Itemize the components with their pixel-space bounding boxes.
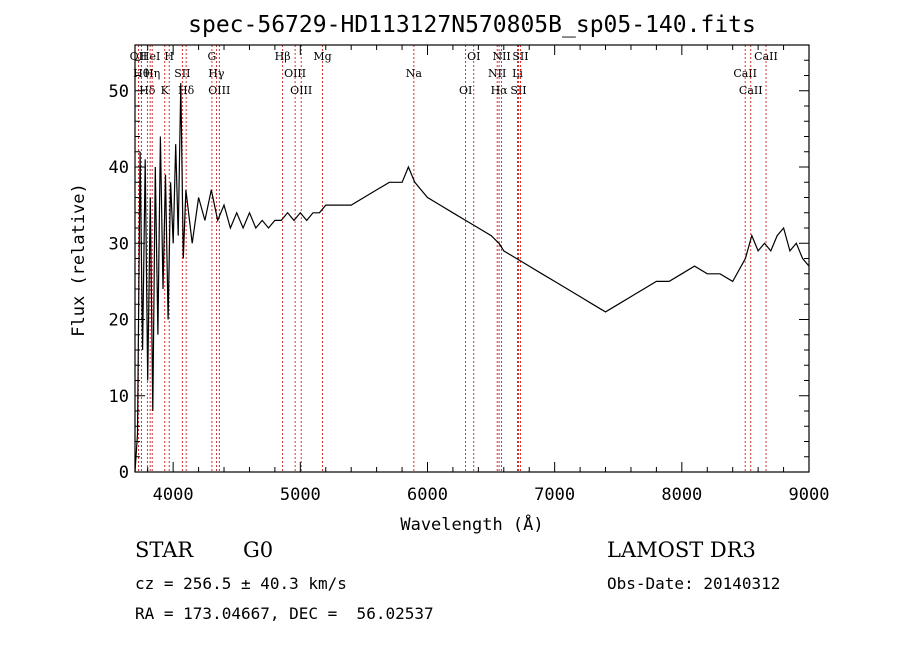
spectral-line-label: CaII <box>733 67 757 80</box>
spectral-line-label: OIII <box>284 67 306 80</box>
spectrum-series-line <box>134 83 810 473</box>
spectral-line-label: G <box>208 50 217 63</box>
spectral-line-label: Hδ <box>178 84 195 97</box>
redshift-text: cz = 256.5 ± 40.3 km/s <box>135 574 347 593</box>
spectral-line-label: Hη <box>144 67 160 80</box>
spectral-line-label: SII <box>510 84 526 97</box>
spectral-line-label: Hβ <box>275 50 291 63</box>
y-tick-label: 0 <box>119 463 129 483</box>
x-tick-label: 5000 <box>280 485 321 505</box>
survey-name: LAMOST DR3 <box>607 538 756 562</box>
spectral-lines: OIIHθHδHeIHηKHSIIHδGHγOIIIHβOIIIOIIIMgNa… <box>130 45 778 472</box>
spectral-line-label: NII <box>488 67 506 80</box>
y-tick-label: 10 <box>109 387 129 407</box>
spectral-line-label: OI <box>459 84 472 97</box>
spectral-line-label: OIII <box>208 84 230 97</box>
y-tick-label: 20 <box>109 311 129 331</box>
spectral-line-label: CaII <box>739 84 763 97</box>
spectral-line-label: Mg <box>313 50 331 63</box>
spectral-line-label: OI <box>467 50 480 63</box>
y-tick-label: 30 <box>109 234 129 254</box>
ra-dec-text: RA = 173.04667, DEC = 56.02537 <box>135 604 434 623</box>
spectral-line-label: HeI <box>140 50 160 63</box>
axis-ticks: 4000 5000 6000 7000 8000 9000 0 10 20 30 40 50 <box>109 45 830 505</box>
chart-title: spec-56729-HD113127N570805B_sp05-140.fit… <box>188 12 756 38</box>
obs-date-text: Obs-Date: 20140312 <box>607 574 781 593</box>
x-tick-label: 4000 <box>153 485 194 505</box>
spectral-line-label: OIII <box>290 84 312 97</box>
spectral-line-label: Li <box>512 67 523 80</box>
plot-frame <box>134 44 810 473</box>
spectral-line-label: H <box>164 50 174 63</box>
spectral-line-label: Hθ <box>133 67 150 80</box>
x-tick-label: 9000 <box>789 485 830 505</box>
object-class: STAR <box>135 538 194 562</box>
spectral-line-label: Hδ <box>139 84 156 97</box>
spectral-line-label: K <box>161 84 170 97</box>
x-axis-label: Wavelength (Å) <box>400 513 543 535</box>
y-tick-label: 40 <box>109 158 129 178</box>
spectral-line-label: NII <box>492 50 510 63</box>
x-tick-label: 8000 <box>661 485 702 505</box>
x-tick-label: 7000 <box>534 485 575 505</box>
spectral-line-label: SII <box>174 67 190 80</box>
spectral-line-label: SII <box>512 50 528 63</box>
y-axis-label: Flux (relative) <box>69 183 89 337</box>
spectral-line-label: Hα <box>491 84 509 97</box>
spectral-line-label: CaII <box>754 50 778 63</box>
y-tick-label: 50 <box>109 82 129 102</box>
spectral-line-label: OII <box>130 50 148 63</box>
spectral-line-label: Hγ <box>208 67 225 80</box>
spectral-line-label: Na <box>406 67 423 80</box>
x-tick-label: 6000 <box>407 485 448 505</box>
object-subclass: G0 <box>243 538 274 562</box>
